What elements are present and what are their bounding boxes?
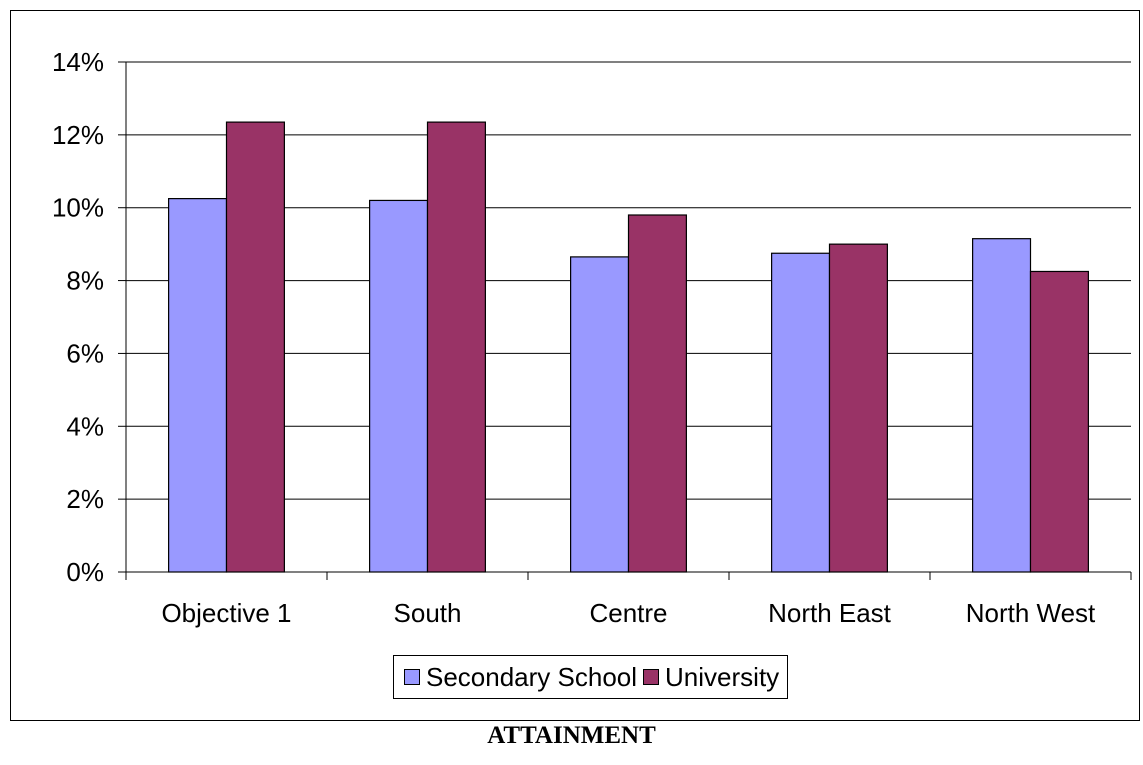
bar-university — [828, 243, 888, 573]
bar-secondary-school — [570, 256, 630, 573]
y-tick-label: 14% — [52, 47, 104, 77]
legend-label-secondary-school: Secondary School — [426, 661, 638, 692]
y-tick-label: 10% — [52, 193, 104, 223]
y-tick-label: 8% — [66, 266, 104, 296]
y-tick-label: 0% — [66, 557, 104, 587]
bar-chart: 0% 2% 4% 6% 8% 10% 12% 14% Objective 1 South Centr… — [52, 47, 1132, 628]
bar-university — [1029, 270, 1089, 573]
legend-item-university: University — [643, 662, 779, 693]
bar-university — [225, 121, 285, 573]
legend-swatch-secondary-school — [404, 669, 420, 685]
y-tick-label: 6% — [66, 338, 104, 368]
x-category-label: South — [394, 598, 462, 628]
chart-frame: 0% 2% 4% 6% 8% 10% 12% 14% Objective 1 South Centr… — [10, 10, 1140, 721]
x-category-label: Centre — [589, 598, 667, 628]
bar-secondary-school — [168, 198, 228, 573]
y-tick-label: 12% — [52, 120, 104, 150]
legend-swatch-university — [643, 669, 660, 685]
x-category-label: North West — [966, 598, 1096, 628]
figure-caption: ATTAINMENT — [487, 722, 656, 749]
x-category-label: Objective 1 — [161, 598, 291, 628]
bar-university — [426, 121, 486, 573]
bar-secondary-school — [972, 238, 1032, 573]
bar-secondary-school — [369, 199, 429, 573]
y-tick-label: 4% — [66, 411, 104, 441]
bar-university — [627, 214, 687, 573]
legend: Secondary School University — [393, 655, 789, 699]
legend-label-university: University — [665, 661, 780, 692]
x-category-label: North East — [768, 598, 892, 628]
y-tick-label: 2% — [66, 484, 104, 514]
legend-item-secondary-school: Secondary School — [404, 662, 637, 693]
bar-secondary-school — [771, 252, 831, 573]
